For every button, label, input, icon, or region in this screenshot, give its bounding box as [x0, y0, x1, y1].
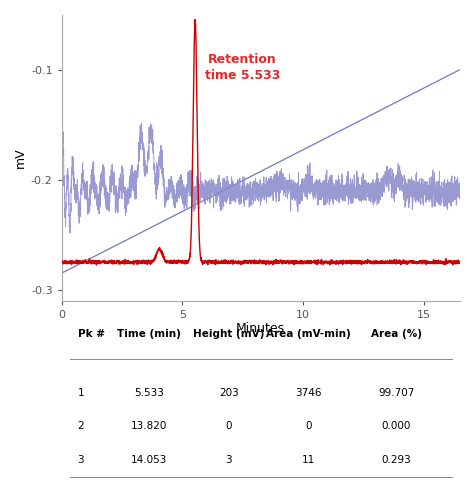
Text: Retention
time 5.533: Retention time 5.533 [205, 53, 280, 82]
Y-axis label: mV: mV [14, 147, 27, 168]
Text: 0: 0 [305, 421, 312, 431]
Text: Area (mV-min): Area (mV-min) [266, 329, 351, 339]
Text: 3: 3 [78, 455, 84, 465]
Text: 13.820: 13.820 [131, 421, 167, 431]
Text: 1: 1 [78, 388, 84, 398]
Text: 99.707: 99.707 [378, 388, 414, 398]
Text: 3: 3 [226, 455, 232, 465]
X-axis label: Minutes: Minutes [236, 322, 285, 336]
Text: Area (%): Area (%) [371, 329, 421, 339]
Text: 0.000: 0.000 [382, 421, 411, 431]
Text: 203: 203 [219, 388, 239, 398]
Text: Time (min): Time (min) [117, 329, 181, 339]
Text: Pk #: Pk # [78, 329, 105, 339]
Text: 11: 11 [302, 455, 315, 465]
Text: 14.053: 14.053 [131, 455, 167, 465]
Text: 2: 2 [78, 421, 84, 431]
Text: 3746: 3746 [295, 388, 322, 398]
Text: 0: 0 [226, 421, 232, 431]
Text: 0.293: 0.293 [381, 455, 411, 465]
Text: Height (mV): Height (mV) [193, 329, 264, 339]
Text: 5.533: 5.533 [134, 388, 164, 398]
